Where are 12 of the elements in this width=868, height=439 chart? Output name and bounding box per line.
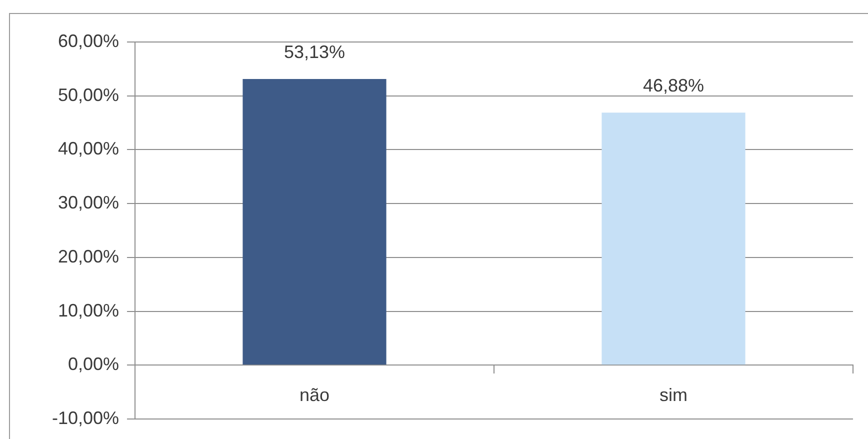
y-tick-label: 30,00% xyxy=(58,192,119,213)
y-tick-label: 20,00% xyxy=(58,246,119,266)
data-label: 53,13% xyxy=(284,42,346,62)
data-label: 46,88% xyxy=(642,76,704,96)
y-tick-label: 50,00% xyxy=(58,84,119,105)
y-tick-label: -10,00% xyxy=(52,408,119,428)
x-tick-label: sim xyxy=(660,384,688,405)
y-tick-label: 40,00% xyxy=(58,138,119,159)
x-tick-label: não xyxy=(299,384,330,405)
y-tick-label: 60,00% xyxy=(58,30,119,51)
y-tick-label: 10,00% xyxy=(58,300,119,320)
y-tick-label: 0,00% xyxy=(68,354,119,374)
